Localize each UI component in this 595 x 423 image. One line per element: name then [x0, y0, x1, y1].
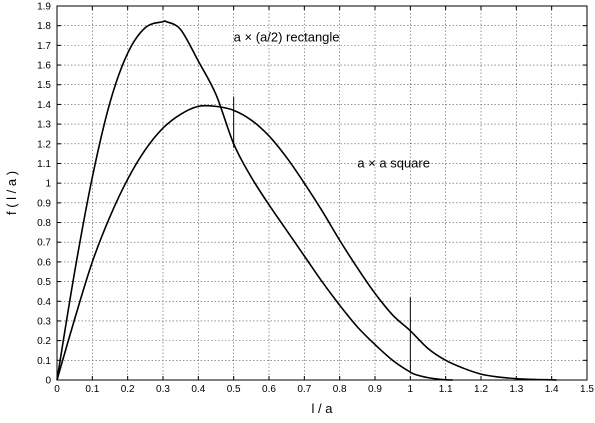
x-tick-label: 0.5 — [227, 384, 241, 395]
y-tick-label: 1.1 — [37, 159, 51, 170]
annotations: a × (a/2) rectangle a × a square — [234, 29, 430, 170]
y-tick-label: 0.8 — [37, 218, 51, 229]
x-tick-label: 1 — [408, 384, 414, 395]
curves — [56, 20, 557, 381]
x-tick-label: 0.1 — [85, 384, 99, 395]
x-tick-label: 1.3 — [509, 384, 523, 395]
curve-annotation: a × a square — [357, 155, 430, 170]
y-tick-label: 1.8 — [37, 21, 51, 32]
x-tick-label: 1.1 — [439, 384, 453, 395]
y-tick-label: 1.2 — [37, 139, 51, 150]
plot-frame — [56, 5, 588, 381]
y-tick-label: 1.7 — [37, 41, 51, 52]
y-tick-label: 0.4 — [37, 297, 51, 308]
series-line-1 — [56, 20, 453, 381]
y-tick-label: 1 — [45, 179, 51, 190]
y-tick-label: 0 — [45, 376, 51, 387]
x-tick-labels: 0 0.1 0.2 0.3 0.4 0.5 0.6 0.7 0.8 0.9 1 1.1 1.2 1.3 1.… — [54, 384, 594, 395]
y-axis-label: f ( l / a ) — [4, 171, 19, 215]
x-tick-label: 0.3 — [156, 384, 170, 395]
x-tick-label: 1.2 — [474, 384, 488, 395]
vertical-markers — [233, 96, 411, 373]
y-tick-label: 0.7 — [37, 238, 51, 249]
x-tick-label: 0 — [54, 384, 60, 395]
y-tick-label: 1.3 — [37, 120, 51, 131]
x-tick-label: 1.4 — [545, 384, 559, 395]
y-tick-label: 1.5 — [37, 80, 51, 91]
y-tick-label: 0.2 — [37, 336, 51, 347]
y-tick-label: 1.6 — [37, 61, 51, 72]
y-tick-label: 0.3 — [37, 316, 51, 327]
x-tick-label: 0.4 — [191, 384, 205, 395]
curve-annotation: a × (a/2) rectangle — [234, 29, 340, 44]
y-tick-label: 0.1 — [37, 356, 51, 367]
series-line-2 — [56, 104, 557, 381]
x-tick-label: 0.6 — [262, 384, 276, 395]
y-tick-label: 0.9 — [37, 198, 51, 209]
y-tick-label: 0.6 — [37, 257, 51, 268]
y-tick-label: 0.5 — [37, 277, 51, 288]
x-tick-label: 0.9 — [368, 384, 382, 395]
x-tick-label: 0.8 — [333, 384, 347, 395]
y-tick-labels: 0 0.1 0.2 0.3 0.4 0.5 0.6 0.7 0.8 0.9 1 1.1 1.2 1.3 1.… — [37, 2, 51, 387]
x-tick-label: 0.7 — [297, 384, 311, 395]
x-tick-label: 1.5 — [580, 384, 594, 395]
y-tick-label: 1.9 — [37, 2, 51, 13]
x-tick-label: 0.2 — [121, 384, 135, 395]
x-axis-label: l / a — [312, 401, 334, 416]
grid — [56, 5, 588, 381]
y-tick-label: 1.4 — [37, 100, 51, 111]
